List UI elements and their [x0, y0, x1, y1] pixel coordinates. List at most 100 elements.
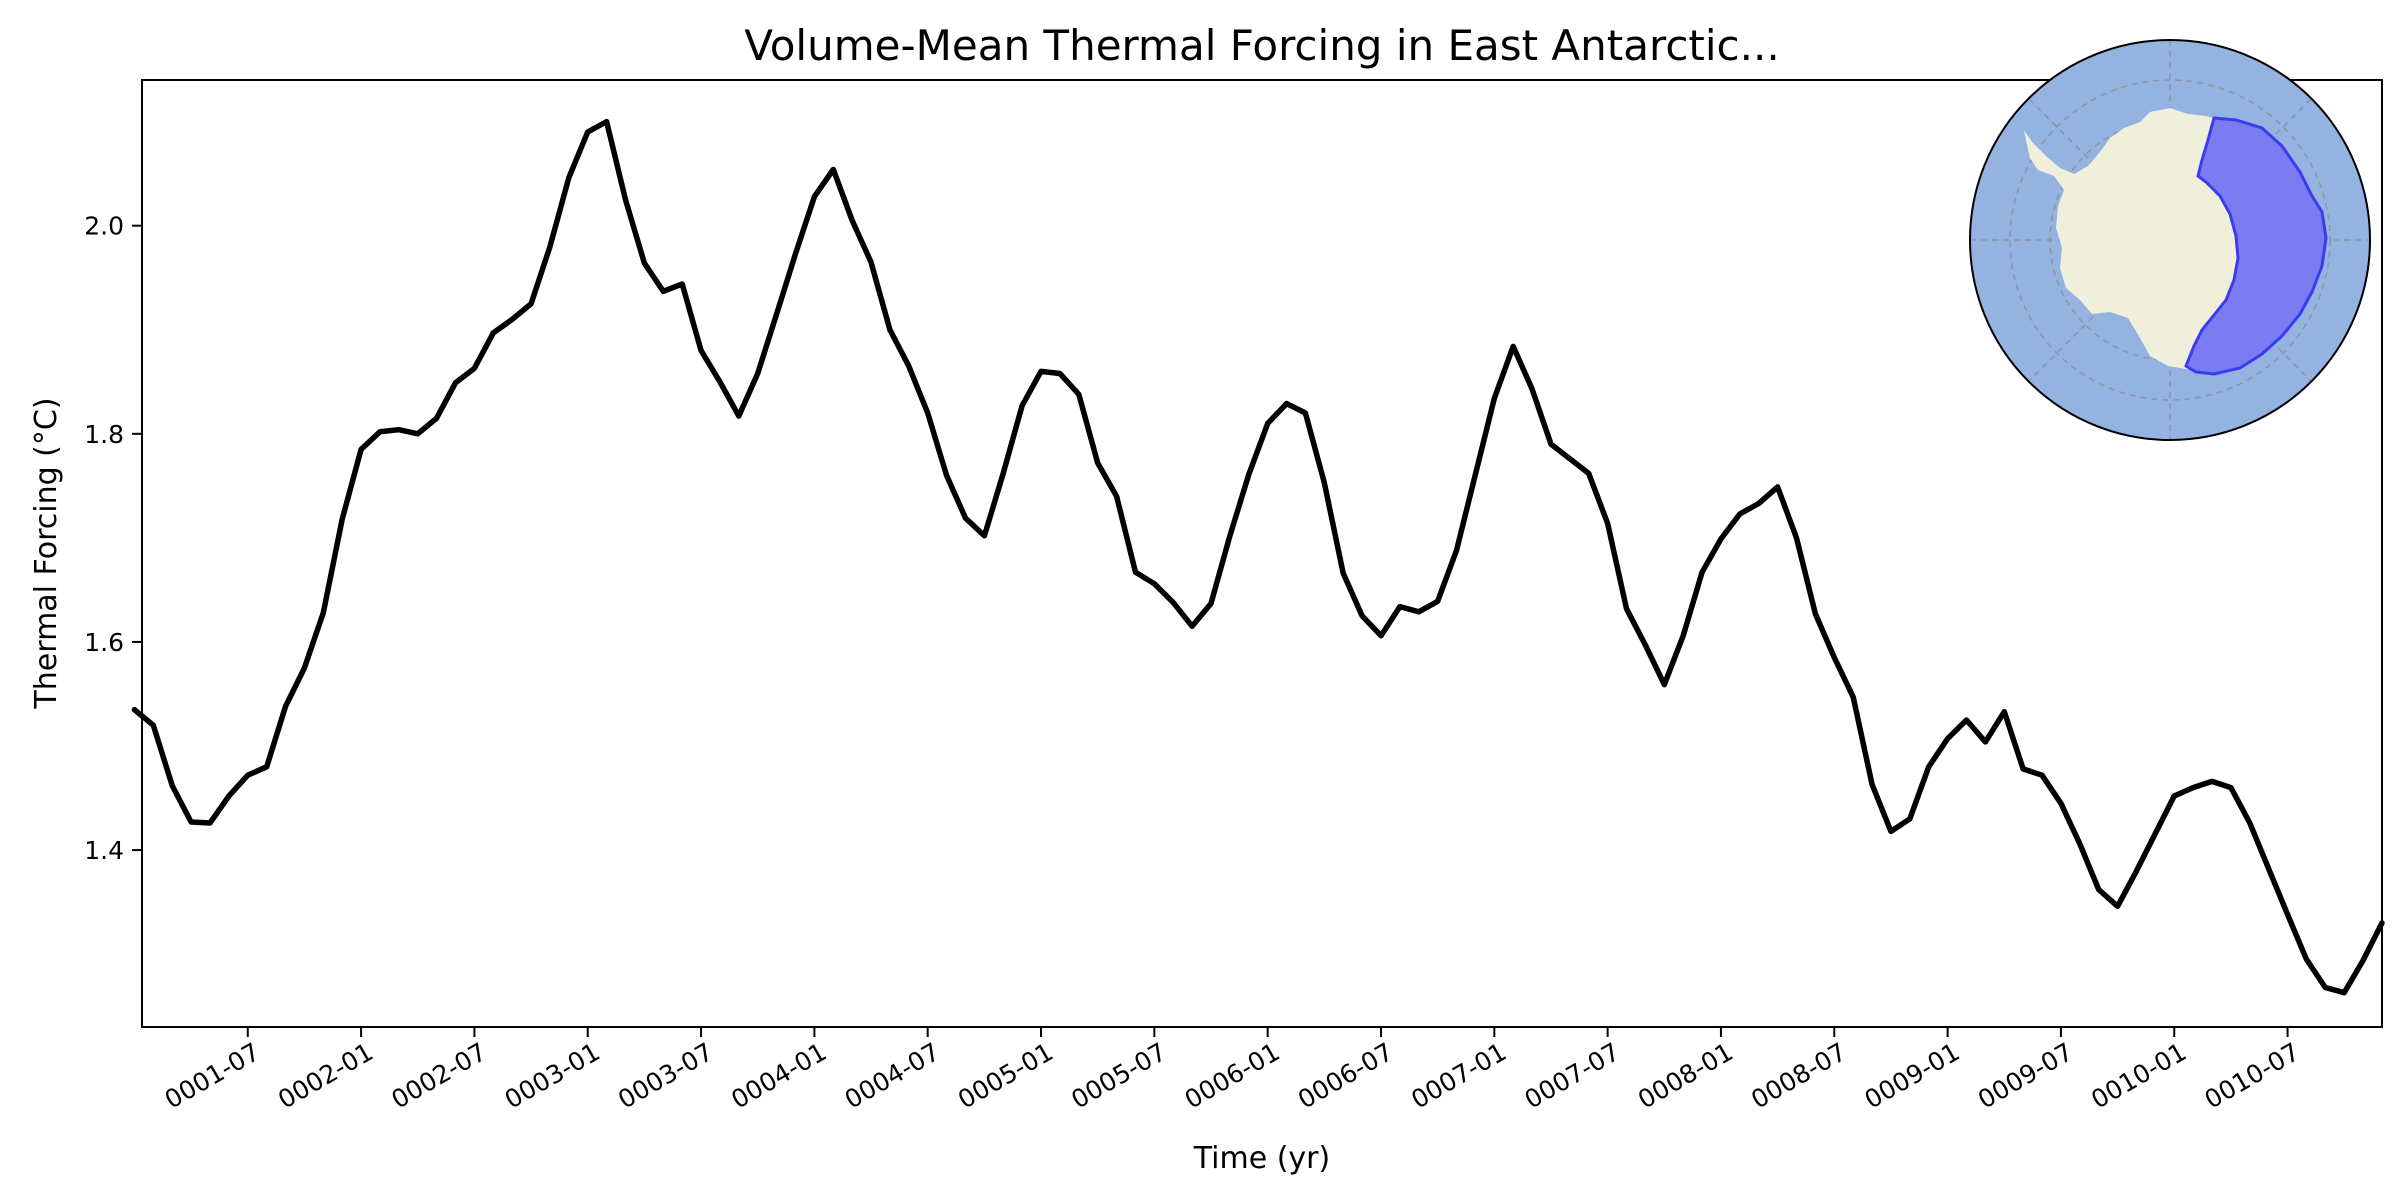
- data-point: [1511, 344, 1516, 349]
- data-point: [1964, 717, 1969, 723]
- data-point: [2002, 709, 2007, 714]
- data-point: [1926, 764, 1931, 769]
- data-point: [396, 427, 402, 432]
- plot-frame: [141, 79, 2383, 1028]
- data-point: [1038, 369, 1044, 374]
- data-point: [2360, 958, 2366, 963]
- data-point: [1983, 739, 1988, 745]
- data-point: [2115, 904, 2120, 909]
- data-point: [2304, 957, 2309, 962]
- data-point: [755, 371, 760, 376]
- data-point: [188, 819, 194, 825]
- data-point: [680, 281, 685, 287]
- series-layer: [131, 118, 2385, 996]
- data-point: [812, 194, 817, 199]
- data-point: [1246, 472, 1252, 477]
- data-point: [1076, 392, 1082, 397]
- data-point: [2266, 866, 2271, 871]
- data-point: [1548, 442, 1554, 447]
- data-point: [132, 707, 137, 712]
- data-point: [1945, 736, 1950, 741]
- data-point: [547, 244, 553, 249]
- data-point: [1284, 401, 1289, 406]
- data-point: [1265, 421, 1270, 426]
- data-point: [340, 517, 345, 522]
- data-point: [850, 218, 855, 223]
- data-point: [1662, 682, 1667, 687]
- data-point: [453, 380, 458, 385]
- data-point: [566, 175, 571, 180]
- east-antarctic-region: [2184, 116, 2328, 376]
- data-point: [868, 259, 874, 265]
- data-point: [1888, 829, 1894, 834]
- data-point: [2058, 801, 2064, 806]
- data-point: [2153, 831, 2158, 836]
- data-point: [472, 366, 477, 371]
- data-point: [1643, 642, 1648, 648]
- data-point: [1832, 655, 1837, 660]
- data-point: [1057, 371, 1063, 376]
- data-point: [982, 533, 987, 538]
- data-point: [906, 364, 911, 369]
- data-point: [604, 119, 609, 124]
- data-point: [2134, 868, 2139, 874]
- data-point: [1681, 633, 1686, 638]
- data-point: [623, 197, 628, 202]
- data-point: [717, 379, 723, 384]
- data-point: [1208, 601, 1214, 606]
- data-point: [1133, 570, 1138, 575]
- data-point: [1227, 533, 1233, 538]
- data-point: [1756, 501, 1761, 506]
- data-point: [1114, 494, 1119, 499]
- data-point: [1813, 611, 1818, 617]
- chart-title: Volume-Mean Thermal Forcing in East Anta…: [744, 21, 1779, 70]
- data-point: [831, 167, 836, 172]
- y-tick-label: 1.6: [84, 628, 124, 657]
- inset-antarctica-map: [1969, 39, 2371, 441]
- data-point: [1019, 403, 1025, 408]
- data-point: [2039, 773, 2045, 778]
- data-point: [264, 764, 269, 769]
- data-point: [1851, 694, 1856, 700]
- data-point: [585, 129, 590, 135]
- data-point: [321, 610, 326, 615]
- data-point: [1341, 571, 1346, 576]
- data-point: [793, 251, 798, 256]
- data-point: [2247, 820, 2252, 826]
- y-axis-ticks: 1.4 1.6 1.8 2.0: [84, 212, 142, 865]
- y-tick-label: 1.8: [84, 420, 124, 449]
- data-point: [774, 311, 779, 317]
- data-point: [2323, 985, 2328, 990]
- data-point: [1586, 471, 1591, 476]
- data-point: [736, 413, 741, 419]
- data-point: [963, 515, 968, 521]
- data-point: [944, 473, 949, 478]
- data-point: [1605, 521, 1610, 526]
- data-point: [2379, 920, 2385, 926]
- data-point: [661, 289, 666, 294]
- data-point: [1001, 471, 1006, 476]
- data-point: [434, 416, 439, 421]
- data-point: [698, 348, 704, 353]
- data-point: [1171, 600, 1176, 605]
- y-tick-label: 2.0: [84, 212, 124, 241]
- y-tick-label: 1.4: [84, 836, 124, 865]
- data-point: [2172, 793, 2177, 799]
- data-point: [1095, 460, 1100, 466]
- data-point: [528, 301, 534, 306]
- y-axis-label: Thermal Forcing (°C): [29, 397, 64, 709]
- data-point: [2285, 912, 2290, 917]
- data-point: [2209, 779, 2215, 784]
- data-point: [925, 410, 930, 416]
- data-point: [1322, 480, 1327, 485]
- data-point: [1435, 599, 1440, 604]
- data-point: [642, 261, 647, 266]
- data-point: [1869, 782, 1875, 787]
- data-point: [510, 317, 515, 322]
- data-point: [1397, 604, 1403, 609]
- data-point: [283, 704, 288, 709]
- data-point: [1699, 570, 1705, 575]
- data-point: [170, 783, 175, 788]
- series-line: [131, 118, 2385, 996]
